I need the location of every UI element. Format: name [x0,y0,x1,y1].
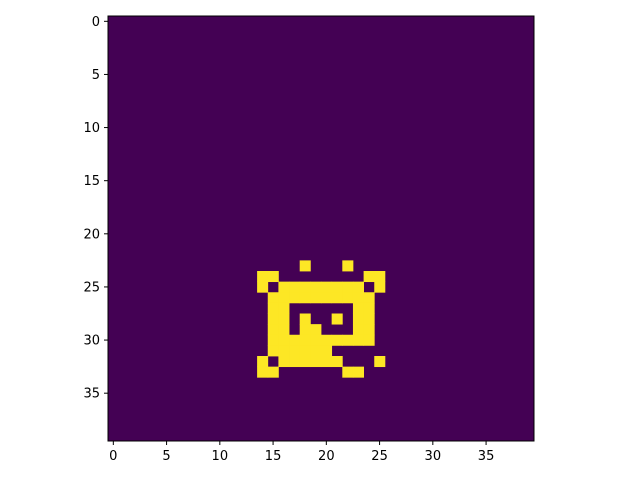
heatmap-cell-29-15 [267,324,279,336]
y-tick-label: 0 [92,15,100,30]
heatmap-cell-30-16 [278,334,290,346]
heatmap-cell-30-18 [299,334,311,346]
y-tick-label: 35 [83,387,100,402]
heatmap-cell-26-16 [278,292,290,304]
heatmap-cell-31-18 [299,345,311,357]
y-tick-label: 25 [83,280,100,295]
heatmap-cell-24-25 [374,271,386,283]
axes: 0 5 10 15 20 25 30 35 0 5 10 15 20 25 30 35 [83,15,535,464]
x-tick-label: 35 [478,449,495,464]
heatmap-cell-25-17 [289,281,301,293]
x-tick-label: 30 [425,449,442,464]
heatmap-cell-31-15 [267,345,279,357]
heatmap-cell-32-21 [331,356,343,368]
heatmap-cell-27-23 [352,302,364,314]
heatmap-cell-25-23 [352,281,364,293]
heatmap-cell-31-17 [289,345,301,357]
heatmap-cell-28-15 [267,313,279,325]
heatmap-cell-28-23 [352,313,364,325]
heatmap-cell-27-16 [278,302,290,314]
heatmap-cell-31-19 [310,345,322,357]
heatmap-cell-29-16 [278,324,290,336]
heatmap-cell-25-14 [257,281,269,293]
heatmap-cell-28-24 [363,313,375,325]
heatmap-cell-26-22 [342,292,354,304]
heatmap-cell-30-21 [331,334,343,346]
heatmap-background [108,16,534,441]
x-tick-label: 15 [265,449,282,464]
heatmap-cell-26-23 [352,292,364,304]
x-tick-label: 5 [162,449,170,464]
heatmap-cell-26-21 [331,292,343,304]
heatmap-cell-25-25 [374,281,386,293]
heatmap-cell-23-18 [299,260,311,272]
y-tick-label: 5 [92,68,100,83]
heatmap-cell-24-14 [257,271,269,283]
heatmap-cell-28-21 [331,313,343,325]
heatmap-cell-30-24 [363,334,375,346]
heatmap-cell-30-15 [267,334,279,346]
heatmap-cell-30-23 [352,334,364,346]
heatmap-cell-28-18 [299,313,311,325]
heatmap-cell-30-22 [342,334,354,346]
x-tick-label: 10 [212,449,229,464]
heatmap-cell-29-23 [352,324,364,336]
heatmap-cell-33-23 [352,366,364,378]
heatmap-cell-29-18 [299,324,311,336]
heatmap-cell-25-19 [310,281,322,293]
heatmap-cell-26-24 [363,292,375,304]
heatmap-cell-25-22 [342,281,354,293]
heatmap-cell-32-14 [257,356,269,368]
x-tick-label: 20 [318,449,335,464]
plot-area [108,16,534,441]
heatmap-cell-30-20 [321,334,333,346]
heatmap-cell-27-15 [267,302,279,314]
heatmap-cell-28-16 [278,313,290,325]
heatmap-cell-24-15 [267,271,279,283]
heatmap-cell-32-16 [278,356,290,368]
heatmap-cell-31-20 [321,345,333,357]
y-tick-label: 10 [83,121,100,136]
heatmap-cell-32-25 [374,356,386,368]
heatmap-cell-26-17 [289,292,301,304]
x-tick-label: 25 [371,449,388,464]
heatmap-cell-31-16 [278,345,290,357]
heatmap-cell-27-24 [363,302,375,314]
heatmap-cell-25-18 [299,281,311,293]
y-tick-label: 20 [83,227,100,242]
heatmap-cell-32-18 [299,356,311,368]
heatmap-cell-25-21 [331,281,343,293]
heatmap-cell-30-19 [310,334,322,346]
heatmap-cell-30-17 [289,334,301,346]
y-tick-label: 30 [83,334,100,349]
heatmap-cell-26-18 [299,292,311,304]
heatmap-cell-32-17 [289,356,301,368]
x-tick-label: 0 [109,449,117,464]
heatmap-cell-25-20 [321,281,333,293]
heatmap-cell-26-19 [310,292,322,304]
heatmap-cell-23-22 [342,260,354,272]
heatmap-cell-24-24 [363,271,375,283]
heatmap-cell-26-20 [321,292,333,304]
y-tick-label: 15 [83,174,100,189]
heatmap-cell-33-15 [267,366,279,378]
heatmap-cell-33-22 [342,366,354,378]
heatmap-cell-33-14 [257,366,269,378]
heatmap-cell-29-24 [363,324,375,336]
heatmap-cell-26-15 [267,292,279,304]
heatmap-cell-32-19 [310,356,322,368]
heatmap-cell-32-20 [321,356,333,368]
axes-frame [107,15,535,442]
heatmap-cell-29-19 [310,324,322,336]
heatmap-cell-25-16 [278,281,290,293]
